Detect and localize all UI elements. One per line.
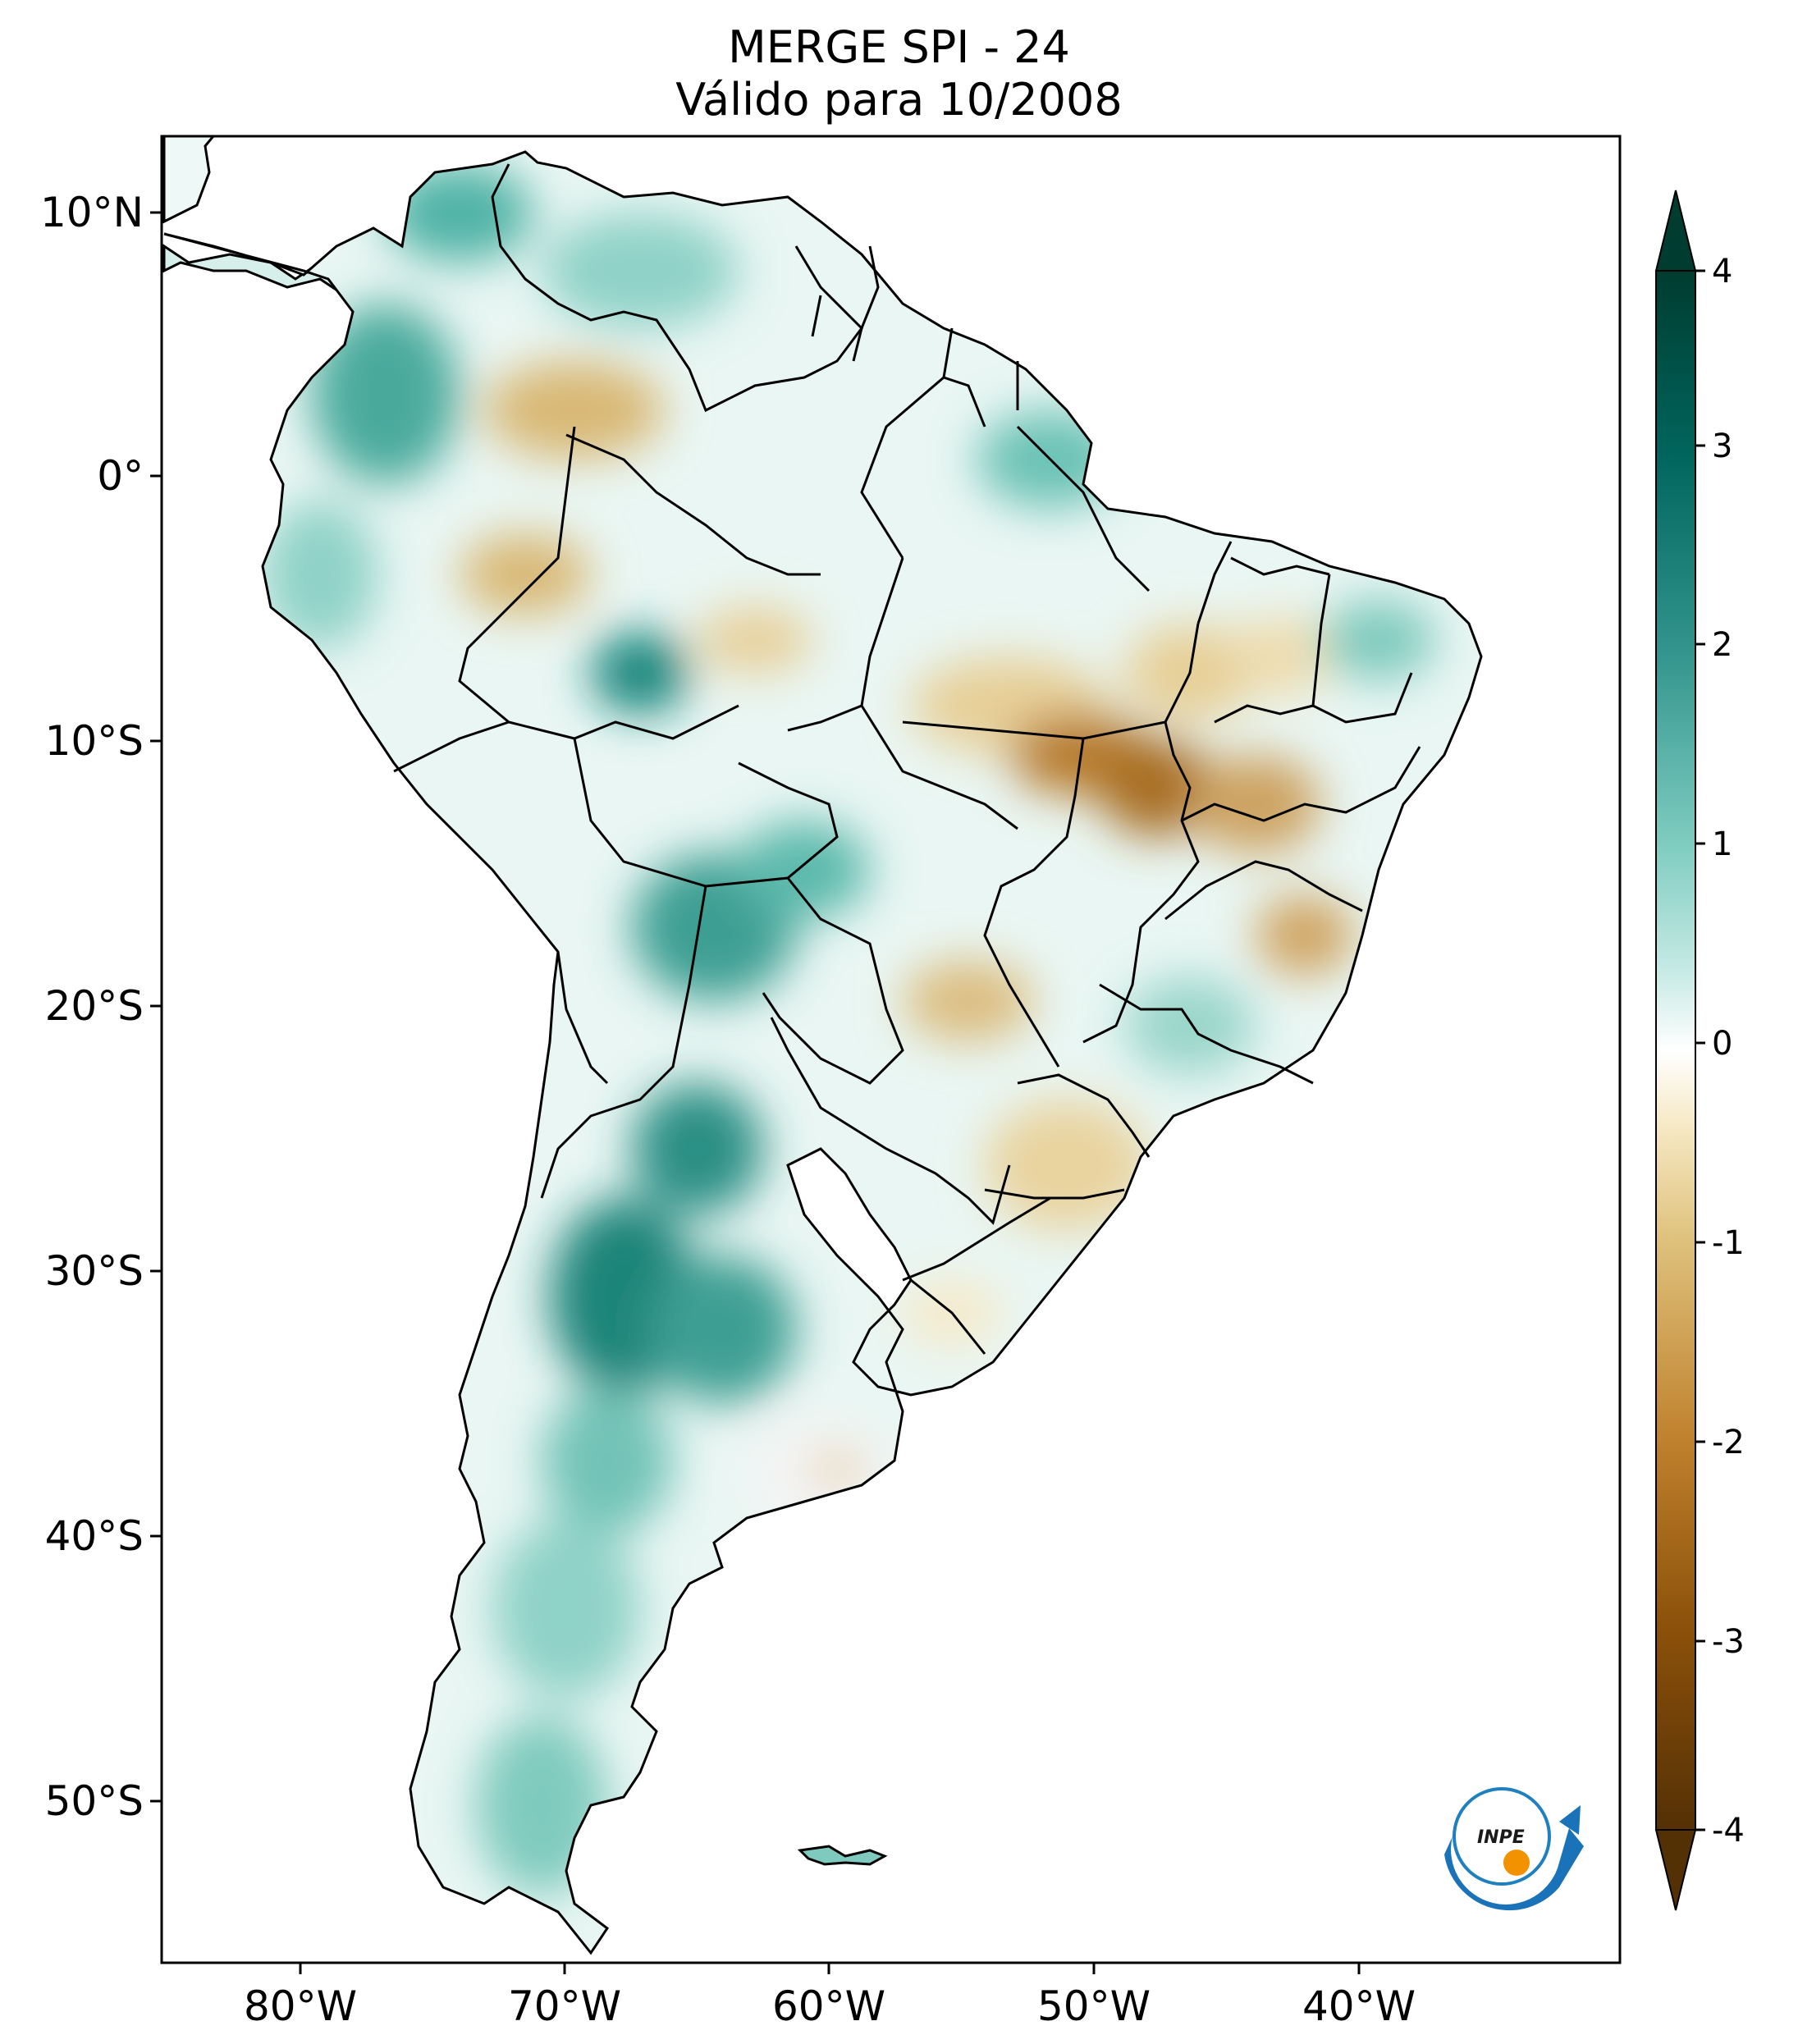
central-america xyxy=(162,135,217,224)
inpe-logo: INPE xyxy=(1444,1787,1584,1911)
lon-tick-label: 40°W xyxy=(1302,1982,1416,2030)
inpe-logo-text: INPE xyxy=(1477,1827,1525,1848)
country-borders xyxy=(393,163,1421,1355)
colorbar-tick-label: -2 xyxy=(1712,1424,1745,1461)
lat-tick-label: 0° xyxy=(97,452,144,500)
colorbar-tick-label: 3 xyxy=(1712,428,1732,465)
colorbar-tick-label: 0 xyxy=(1712,1025,1732,1063)
colorbar-extend-min xyxy=(1654,1829,1697,1911)
colorbar-tick-label: -3 xyxy=(1712,1623,1745,1661)
colorbar-tick-label: -4 xyxy=(1712,1812,1745,1850)
lat-tick-label: 10°N xyxy=(40,189,144,236)
colorbar-tick-label: 2 xyxy=(1712,626,1732,664)
lat-tick-label: 30°S xyxy=(45,1247,144,1295)
lon-tick-label: 80°W xyxy=(244,1982,357,2030)
lon-tick-label: 50°W xyxy=(1037,1982,1151,2030)
colorbar-tick-label: 4 xyxy=(1712,253,1732,290)
latitude-axis: 10°N 0° 10°S 20°S 30°S 40°S 50°S xyxy=(40,189,162,1825)
map-subtitle: Válido para 10/2008 xyxy=(675,74,1123,126)
lat-tick-label: 10°S xyxy=(45,717,144,765)
map-title: MERGE SPI - 24 xyxy=(728,21,1070,73)
colorbar: 4 3 2 1 0 -1 -2 -3 -4 xyxy=(1654,190,1745,1911)
colorbar-extend-max xyxy=(1654,190,1697,272)
longitude-axis: 80°W 70°W 60°W 50°W 40°W xyxy=(244,1963,1416,2030)
lat-tick-label: 20°S xyxy=(45,982,144,1030)
spi-anomaly-field xyxy=(263,164,1436,1895)
lon-tick-label: 70°W xyxy=(508,1982,621,2030)
lat-tick-label: 40°S xyxy=(45,1512,144,1560)
colorbar-tick-label: -1 xyxy=(1712,1224,1745,1262)
colorbar-ramp xyxy=(1655,270,1696,1831)
colorbar-tick-label: 1 xyxy=(1712,825,1732,863)
lon-tick-label: 60°W xyxy=(772,1982,885,2030)
lat-tick-label: 50°S xyxy=(45,1777,144,1825)
falkland-islands xyxy=(797,1845,888,1866)
